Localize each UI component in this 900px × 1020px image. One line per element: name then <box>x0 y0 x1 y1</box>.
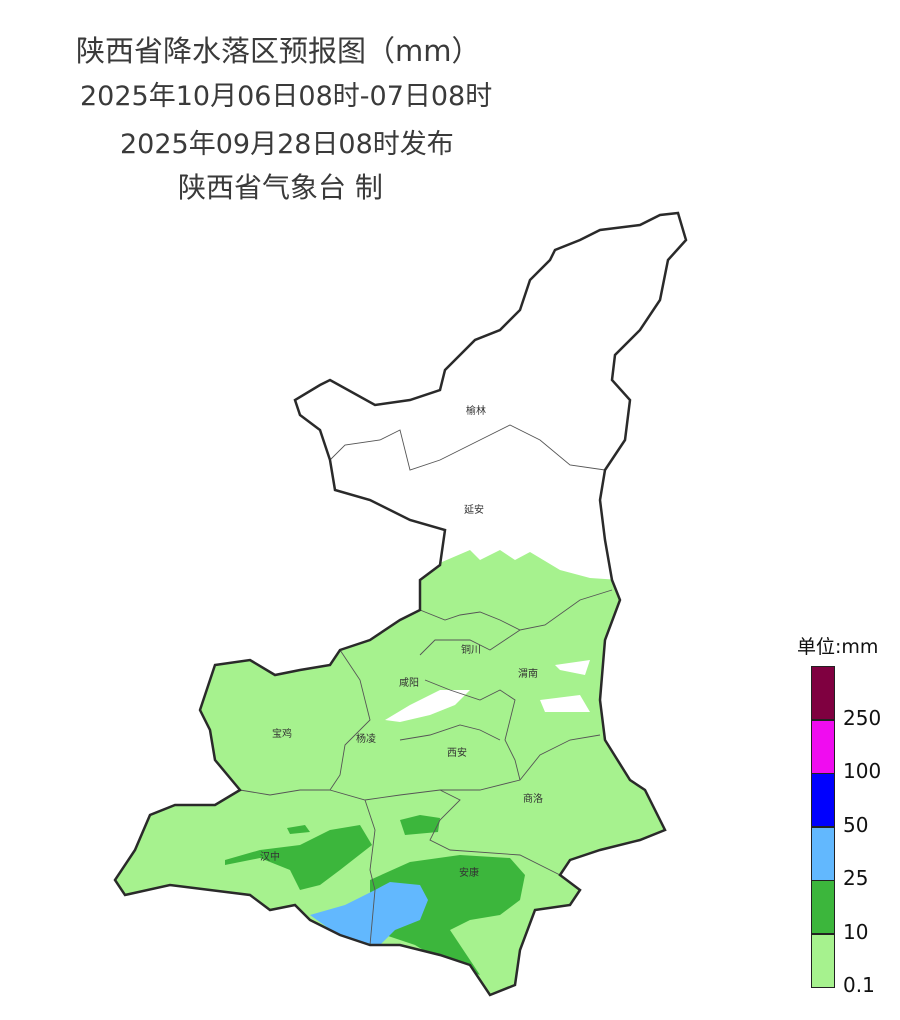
city-label: 商洛 <box>523 792 543 805</box>
legend-label: 250 <box>843 705 882 730</box>
legend-label: 25 <box>843 866 869 890</box>
forecast-period: 2025年10月06日08时-07日08时 <box>80 81 493 112</box>
city-label: 延安 <box>464 503 484 516</box>
map-title: 陕西省降水落区预报图（mm） <box>76 34 481 68</box>
precip-10-25-area <box>287 825 310 834</box>
legend-label: 50 <box>843 812 869 837</box>
city-label: 榆林 <box>466 404 486 417</box>
legend-swatch <box>811 933 835 988</box>
legend-unit: 单位:mm <box>797 636 879 658</box>
legend-label: 0.1 <box>843 973 875 997</box>
city-label: 汉中 <box>260 850 280 863</box>
no-rain-patch <box>385 690 470 722</box>
precip-10-25-area <box>400 815 440 835</box>
producer: 陕西省气象台 制 <box>178 171 383 204</box>
legend-label: 100 <box>843 759 882 783</box>
district-boundaries <box>239 424 613 946</box>
legend-swatch <box>811 719 835 774</box>
legend-label: 10 <box>843 919 869 944</box>
city-label: 宝鸡 <box>272 727 292 740</box>
no-rain-patch <box>555 660 590 675</box>
city-label: 铜川 <box>461 644 481 656</box>
no-rain-patch <box>540 695 590 712</box>
precip-fill <box>115 550 686 995</box>
city-label: 咸阳 <box>399 677 419 689</box>
precip-10-25-area <box>225 825 372 890</box>
issue-time: 2025年09月28日08时发布 <box>120 129 454 160</box>
city-label: 杨凌 <box>356 732 376 745</box>
legend-swatch <box>811 880 835 934</box>
legend-swatch <box>811 826 835 881</box>
city-label: 安康 <box>459 866 479 879</box>
legend-swatch <box>811 773 835 827</box>
precip-0.1-10-area <box>115 550 686 995</box>
precip-25-50-area <box>310 882 428 945</box>
city-label: 西安 <box>447 746 467 759</box>
legend-swatch <box>811 666 835 720</box>
city-label: 渭南 <box>518 667 538 680</box>
